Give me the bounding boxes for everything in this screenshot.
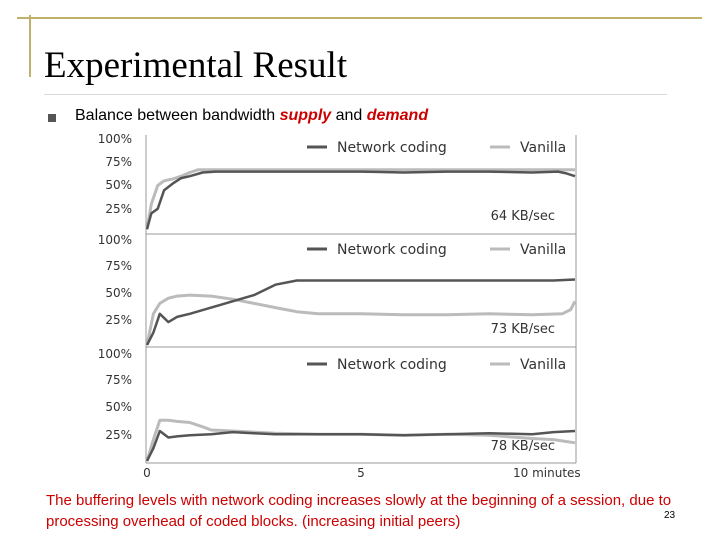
x-tick-label: 5: [357, 466, 365, 480]
y-tick-label: 75%: [105, 155, 132, 169]
y-tick-label: 75%: [105, 259, 132, 273]
bullet-text-and: and: [331, 107, 367, 124]
series-line-vanilla: [145, 293, 577, 346]
series-line-network-coding: [145, 278, 576, 346]
legend-label-network-coding: Network coding: [337, 242, 447, 258]
bullet-demand-word: demand: [366, 107, 429, 124]
bullet-point: Balance between bandwidth supply and dem…: [75, 107, 428, 125]
rate-annotation: 78 KB/sec: [491, 439, 555, 454]
y-tick-label: 25%: [105, 313, 132, 327]
y-tick-label: 75%: [105, 373, 132, 387]
bullet-supply-word: supply: [279, 107, 332, 124]
legend-label-vanilla: Vanilla: [520, 140, 566, 156]
square-bullet-icon: [48, 114, 56, 122]
series-line-network-coding: [145, 170, 576, 230]
legend-label-network-coding: Network coding: [337, 140, 447, 156]
legend-label-vanilla: Vanilla: [520, 357, 566, 373]
title-divider: [44, 94, 667, 95]
slide-title: Experimental Result: [44, 45, 348, 86]
rate-annotation: 64 KB/sec: [491, 209, 555, 224]
y-tick-label: 50%: [105, 400, 132, 414]
slide-caption: The buffering levels with network coding…: [46, 492, 672, 530]
series-line-network-coding: [145, 429, 576, 462]
y-tick-label: 100%: [98, 347, 132, 361]
y-tick-label: 50%: [105, 178, 132, 192]
x-tick-label: 0: [143, 466, 151, 480]
legend-label-vanilla: Vanilla: [520, 242, 566, 258]
y-tick-label: 100%: [98, 233, 132, 247]
y-tick-label: 25%: [105, 202, 132, 216]
y-tick-label: 50%: [105, 286, 132, 300]
accent-horizontal-bar: [17, 17, 702, 19]
y-tick-label: 25%: [105, 428, 132, 442]
accent-vertical-bar: [29, 15, 31, 77]
legend-label-network-coding: Network coding: [337, 357, 447, 373]
series-line-vanilla: [145, 168, 575, 230]
page-number: 23: [664, 510, 676, 521]
y-tick-label: 100%: [98, 132, 132, 146]
x-tick-label: 10 minutes: [513, 466, 581, 480]
rate-annotation: 73 KB/sec: [491, 322, 555, 337]
bullet-text-prefix: Balance between bandwidth: [75, 107, 280, 124]
